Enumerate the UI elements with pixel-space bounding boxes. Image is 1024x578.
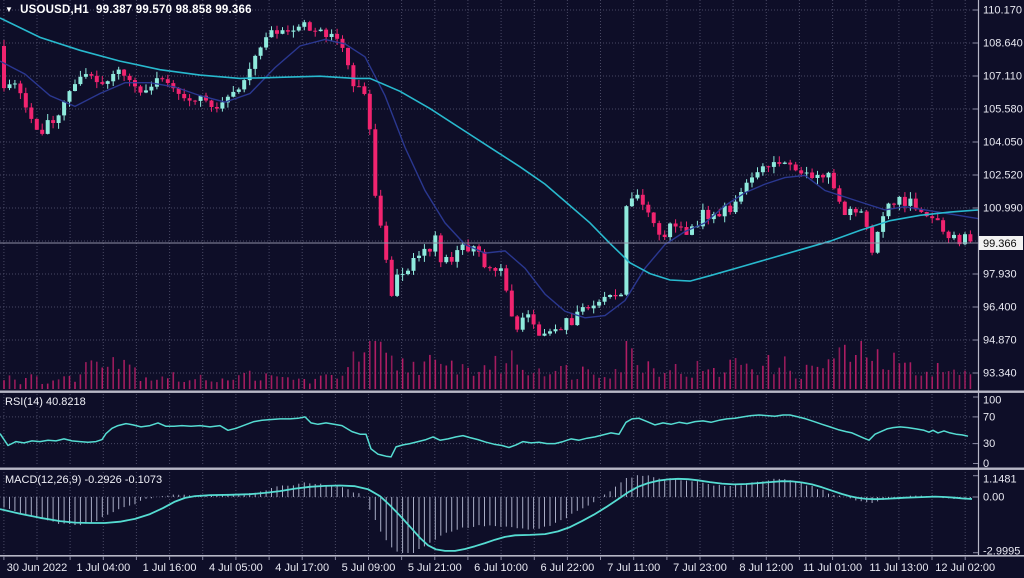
svg-text:97.930: 97.930 [983, 269, 1017, 281]
svg-text:1 Jul 16:00: 1 Jul 16:00 [143, 562, 197, 574]
svg-text:1 Jul 04:00: 1 Jul 04:00 [76, 562, 130, 574]
svg-text:8 Jul 12:00: 8 Jul 12:00 [739, 562, 793, 574]
svg-text:5 Jul 09:00: 5 Jul 09:00 [342, 562, 396, 574]
svg-text:94.870: 94.870 [983, 335, 1017, 347]
current-price-tag: 99.366 [979, 236, 1023, 250]
svg-text:4 Jul 05:00: 4 Jul 05:00 [209, 562, 263, 574]
volume-bars [3, 341, 972, 389]
svg-text:11 Jul 13:00: 11 Jul 13:00 [869, 562, 928, 574]
svg-text:0.00: 0.00 [983, 492, 1004, 504]
svg-text:104.050: 104.050 [983, 137, 1023, 149]
symbol-dropdown-icon[interactable]: ▼ [5, 5, 14, 14]
svg-text:30: 30 [983, 438, 995, 450]
svg-text:7 Jul 23:00: 7 Jul 23:00 [673, 562, 727, 574]
svg-text:1.1481: 1.1481 [983, 474, 1017, 486]
svg-text:99.366: 99.366 [983, 238, 1017, 250]
axis-labels: 110.170 108.640 107.110 105.580 104.050 102.5… [3, 5, 1023, 574]
ma-fast-line [0, 38, 979, 319]
grid [0, 0, 978, 555]
svg-text:0: 0 [983, 458, 989, 470]
svg-text:70: 70 [983, 411, 995, 423]
svg-text:6 Jul 10:00: 6 Jul 10:00 [474, 562, 528, 574]
svg-text:100.990: 100.990 [983, 203, 1023, 215]
svg-text:107.110: 107.110 [983, 71, 1022, 83]
svg-text:12 Jul 02:00: 12 Jul 02:00 [935, 562, 995, 574]
price-axis-scale[interactable] [978, 0, 1024, 556]
svg-text:102.520: 102.520 [983, 170, 1023, 182]
ma-slow-line [0, 17, 979, 282]
svg-text:5 Jul 21:00: 5 Jul 21:00 [408, 562, 462, 574]
time-axis-scale[interactable] [0, 556, 1024, 578]
svg-text:105.580: 105.580 [983, 104, 1023, 116]
svg-text:-2.9995: -2.9995 [983, 546, 1020, 558]
svg-text:30 Jun 2022: 30 Jun 2022 [7, 562, 68, 574]
svg-text:100: 100 [983, 395, 1001, 407]
rsi-line [0, 414, 969, 458]
macd-histogram [3, 475, 971, 553]
svg-text:110.170: 110.170 [983, 5, 1022, 17]
svg-text:108.640: 108.640 [983, 38, 1023, 50]
panel-frame [0, 0, 1024, 557]
svg-text:4 Jul 17:00: 4 Jul 17:00 [275, 562, 329, 574]
svg-text:7 Jul 11:00: 7 Jul 11:00 [607, 562, 660, 574]
svg-text:6 Jul 22:00: 6 Jul 22:00 [540, 562, 594, 574]
candles [2, 19, 973, 337]
macd-signal-line [0, 477, 973, 552]
svg-text:11 Jul 01:00: 11 Jul 01:00 [803, 562, 862, 574]
svg-text:96.400: 96.400 [983, 302, 1017, 314]
svg-text:93.340: 93.340 [983, 368, 1017, 380]
